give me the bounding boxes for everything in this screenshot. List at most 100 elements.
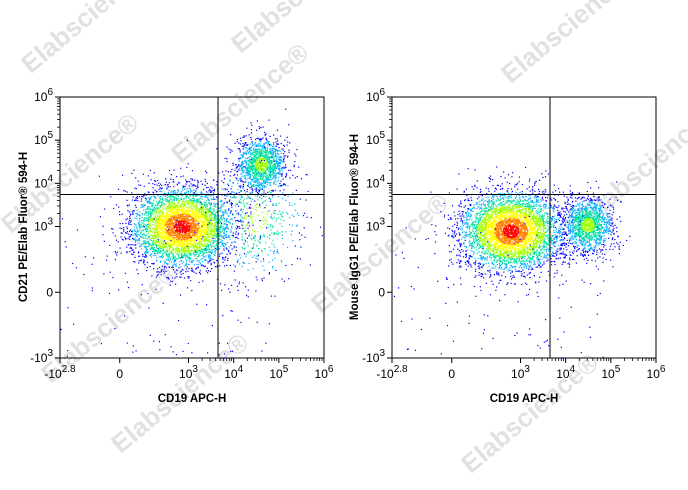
event-point: [216, 217, 217, 218]
event-point: [139, 260, 140, 261]
event-point: [189, 221, 190, 222]
event-point: [197, 248, 198, 249]
event-point: [183, 221, 184, 222]
event-point: [190, 199, 191, 200]
event-point: [200, 205, 201, 206]
event-point: [196, 193, 197, 194]
event-point: [188, 226, 189, 227]
event-point: [257, 120, 258, 121]
event-point: [177, 270, 178, 271]
event-point: [169, 199, 170, 200]
watermark-text: Elabscience®: [15, 0, 164, 79]
event-point: [225, 227, 226, 228]
event-point: [186, 184, 187, 185]
event-point: [184, 193, 185, 194]
event-point: [205, 259, 206, 260]
event-point: [139, 240, 140, 241]
event-point: [194, 254, 195, 255]
event-point: [168, 259, 169, 260]
event-point: [159, 230, 160, 231]
event-point: [173, 235, 174, 236]
event-point: [256, 144, 257, 145]
event-point: [167, 210, 168, 211]
event-point: [236, 237, 237, 238]
event-point: [137, 236, 138, 237]
event-point: [213, 219, 214, 220]
event-point: [150, 254, 151, 255]
event-point: [132, 213, 133, 214]
event-point: [200, 240, 201, 241]
event-point: [276, 159, 277, 160]
event-point: [132, 250, 133, 251]
event-point: [250, 122, 251, 123]
event-point: [199, 238, 200, 239]
event-point: [221, 205, 222, 206]
event-point: [181, 274, 182, 275]
event-point: [216, 197, 217, 198]
event-point: [138, 181, 139, 182]
event-point: [222, 230, 223, 231]
event-point: [265, 167, 266, 168]
event-point: [195, 204, 196, 205]
event-point: [277, 251, 278, 252]
event-point: [143, 238, 144, 239]
event-point: [138, 252, 139, 253]
event-point: [169, 218, 170, 219]
event-point: [208, 187, 209, 188]
event-point: [196, 246, 197, 247]
event-point: [134, 227, 135, 228]
event-point: [234, 170, 235, 171]
event-point: [150, 210, 151, 211]
event-point: [192, 221, 193, 222]
event-point: [212, 190, 213, 191]
event-point: [223, 217, 224, 218]
event-point: [162, 240, 163, 241]
event-point: [188, 234, 189, 235]
event-point: [137, 196, 138, 197]
event-point: [164, 266, 165, 267]
event-point: [210, 232, 211, 233]
event-point: [187, 238, 188, 239]
event-point: [209, 224, 210, 225]
event-point: [191, 225, 192, 226]
event-point: [180, 215, 181, 216]
event-point: [264, 179, 265, 180]
event-point: [154, 232, 155, 233]
event-point: [270, 144, 271, 145]
event-point: [200, 217, 201, 218]
event-point: [223, 246, 224, 247]
event-point: [197, 201, 198, 202]
event-point: [186, 167, 187, 168]
event-point: [207, 240, 208, 241]
event-point: [144, 264, 145, 265]
event-point: [137, 240, 138, 241]
event-point: [205, 214, 206, 215]
event-point: [205, 181, 206, 182]
event-point: [284, 155, 285, 156]
event-point: [141, 259, 142, 260]
event-point: [185, 237, 186, 238]
event-point: [146, 198, 147, 199]
event-point: [200, 263, 201, 264]
event-point: [174, 203, 175, 204]
event-point: [257, 153, 258, 154]
event-point: [206, 200, 207, 201]
event-point: [142, 234, 143, 235]
event-point: [192, 202, 193, 203]
event-point: [271, 179, 272, 180]
event-point: [226, 158, 227, 159]
watermark-text: Elabscience®: [495, 0, 644, 89]
event-point: [219, 210, 220, 211]
event-point: [164, 252, 165, 253]
event-point: [276, 158, 277, 159]
event-point: [139, 211, 140, 212]
event-point: [237, 220, 238, 221]
event-point: [190, 247, 191, 248]
event-point: [141, 244, 142, 245]
event-point: [165, 262, 166, 263]
event-point: [200, 230, 201, 231]
event-point: [150, 230, 151, 231]
event-point: [199, 242, 200, 243]
event-point: [222, 211, 223, 212]
event-point: [294, 154, 295, 155]
